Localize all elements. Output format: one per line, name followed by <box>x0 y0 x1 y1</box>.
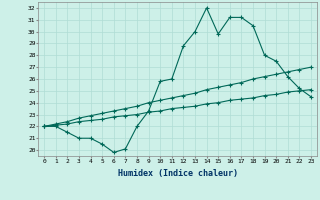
X-axis label: Humidex (Indice chaleur): Humidex (Indice chaleur) <box>118 169 238 178</box>
